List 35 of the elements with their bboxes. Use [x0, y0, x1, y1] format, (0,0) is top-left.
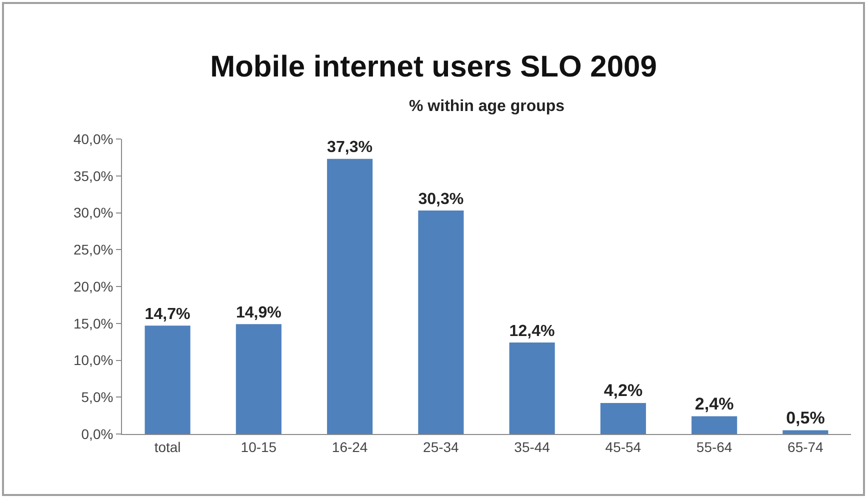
y-tick-label: 10,0%: [73, 352, 114, 368]
y-tick-label: 5,0%: [81, 389, 114, 406]
bar: [327, 158, 373, 434]
data-label: 2,4%: [694, 394, 734, 414]
x-tick-label: 65-74: [788, 438, 824, 455]
bar: [236, 324, 282, 434]
x-tick-label: total: [154, 438, 181, 455]
x-tick-label: 55-64: [696, 438, 732, 455]
bar: [144, 326, 190, 434]
data-label: 0,5%: [786, 408, 825, 428]
bar: [692, 416, 738, 434]
data-label: 12,4%: [509, 322, 555, 340]
bar: [782, 430, 828, 434]
bar: [600, 403, 646, 434]
y-tick-label: 0,0%: [81, 426, 114, 442]
data-label: 30,3%: [418, 190, 464, 208]
y-tick-label: 40,0%: [73, 130, 114, 147]
y-tick-label: 20,0%: [73, 278, 114, 294]
x-tick-label: 35-44: [514, 438, 550, 455]
x-tick-label: 25-34: [423, 438, 460, 455]
y-tick-label: 25,0%: [73, 242, 114, 258]
chart-title: Mobile internet users SLO 2009: [210, 50, 657, 84]
bar: [418, 210, 464, 434]
y-tick-label: 30,0%: [73, 204, 114, 221]
data-label: 4,2%: [604, 381, 643, 400]
data-label: 14,7%: [144, 304, 190, 323]
y-tick-label: 15,0%: [73, 315, 114, 332]
bar: [509, 342, 555, 434]
chart-subtitle: % within age groups: [409, 98, 565, 115]
x-tick-label: 45-54: [605, 438, 642, 455]
data-label: 37,3%: [327, 138, 373, 156]
x-tick-label: 10-15: [240, 438, 277, 455]
x-tick-label: 16-24: [332, 438, 368, 455]
data-label: 14,9%: [236, 303, 282, 322]
y-tick-label: 35,0%: [73, 168, 114, 184]
